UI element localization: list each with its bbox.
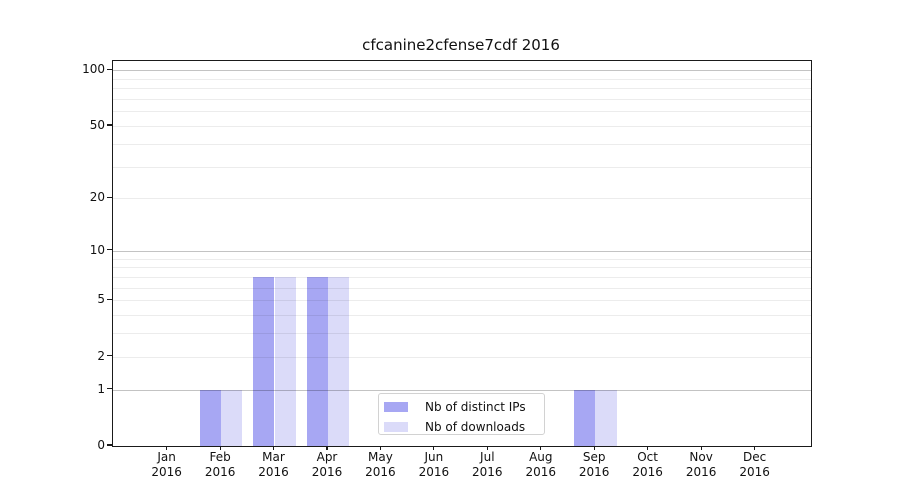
x-tick-jul — [486, 446, 488, 450]
minor-gridline-20 — [113, 198, 811, 200]
minor-gridline-90 — [113, 78, 811, 80]
major-gridline-100 — [113, 70, 811, 72]
y-tick-label-0: 0 — [97, 438, 105, 452]
legend-swatch-distinct-ips — [384, 402, 408, 412]
minor-gridline-30 — [113, 166, 811, 168]
x-tick-may — [379, 446, 381, 450]
y-tick-1 — [107, 388, 112, 390]
minor-gridline-3 — [113, 333, 811, 335]
minor-gridline-7 — [113, 276, 811, 278]
plot-area — [112, 60, 812, 447]
minor-gridline-2 — [113, 356, 811, 358]
x-tick-mar — [272, 446, 275, 450]
x-tick-sep — [593, 446, 595, 450]
major-gridline-1 — [113, 389, 811, 391]
x-tick-label-mar: Mar 2016 — [258, 450, 289, 479]
x-tick-label-jul: Jul 2016 — [472, 450, 503, 479]
y-tick-label-50: 50 — [89, 118, 105, 132]
minor-gridline-80 — [113, 88, 811, 90]
x-tick-jan — [166, 446, 168, 450]
x-tick-label-jan: Jan 2016 — [151, 450, 182, 479]
y-tick-10 — [107, 249, 112, 251]
minor-gridline-70 — [113, 99, 811, 101]
bar-distinct-ips-sep — [573, 389, 596, 446]
chart-title: cfcanine2cfense7cdf 2016 — [362, 36, 560, 54]
x-tick-jun — [433, 446, 435, 450]
x-tick-label-apr: Apr 2016 — [311, 450, 343, 479]
x-tick-label-dec: Dec 2016 — [739, 450, 770, 479]
y-tick-0 — [107, 444, 112, 446]
minor-gridline-40 — [113, 143, 811, 145]
x-tick-label-oct: Oct 2016 — [632, 450, 663, 479]
legend-item-downloads: Nb of downloads — [384, 419, 536, 435]
major-gridline-10 — [113, 250, 811, 252]
minor-gridline-60 — [113, 111, 811, 113]
y-tick-20 — [107, 196, 112, 198]
legend-swatch-downloads — [384, 422, 408, 432]
minor-gridline-9 — [113, 258, 811, 260]
y-tick-label-100: 100 — [82, 62, 105, 77]
y-tick-label-5: 5 — [97, 292, 105, 307]
minor-gridline-50 — [113, 126, 811, 127]
bar-distinct-ips-apr — [306, 276, 328, 446]
y-tick-100 — [107, 68, 112, 70]
bar-distinct-ips-mar — [253, 276, 275, 446]
y-tick-label-20: 20 — [89, 190, 105, 205]
x-tick-label-may: May 2016 — [365, 450, 396, 479]
x-tick-apr — [326, 446, 328, 450]
minor-gridline-8 — [113, 267, 811, 269]
y-tick-label-1: 1 — [97, 381, 105, 396]
x-tick-label-aug: Aug 2016 — [525, 450, 557, 479]
x-tick-feb — [219, 446, 221, 450]
bar-downloads-feb — [221, 389, 243, 446]
x-tick-oct — [647, 446, 649, 450]
minor-gridline-4 — [113, 315, 811, 316]
bar-downloads-mar — [274, 276, 296, 446]
x-tick-label-sep: Sep 2016 — [578, 450, 610, 479]
y-tick-label-10: 10 — [89, 242, 105, 257]
legend: Nb of distinct IPs Nb of downloads — [378, 393, 545, 435]
y-tick-label-2: 2 — [97, 348, 105, 363]
bar-downloads-sep — [595, 389, 617, 446]
y-tick-50 — [107, 124, 112, 126]
legend-label-distinct-ips: Nb of distinct IPs — [425, 400, 526, 414]
minor-gridline-5 — [113, 300, 811, 302]
x-tick-aug — [540, 446, 542, 450]
x-tick-label-nov: Nov 2016 — [685, 450, 717, 479]
bar-downloads-apr — [328, 276, 350, 446]
bar-distinct-ips-feb — [199, 389, 222, 446]
x-tick-label-jun: Jun 2016 — [418, 450, 450, 479]
y-tick-5 — [107, 298, 112, 300]
legend-item-distinct-ips: Nb of distinct IPs — [384, 399, 536, 415]
minor-gridline-6 — [113, 287, 811, 289]
x-tick-nov — [700, 446, 702, 450]
legend-label-downloads: Nb of downloads — [425, 420, 526, 434]
y-tick-2 — [107, 355, 112, 357]
x-tick-label-feb: Feb 2016 — [204, 450, 236, 479]
x-tick-dec — [754, 446, 756, 450]
